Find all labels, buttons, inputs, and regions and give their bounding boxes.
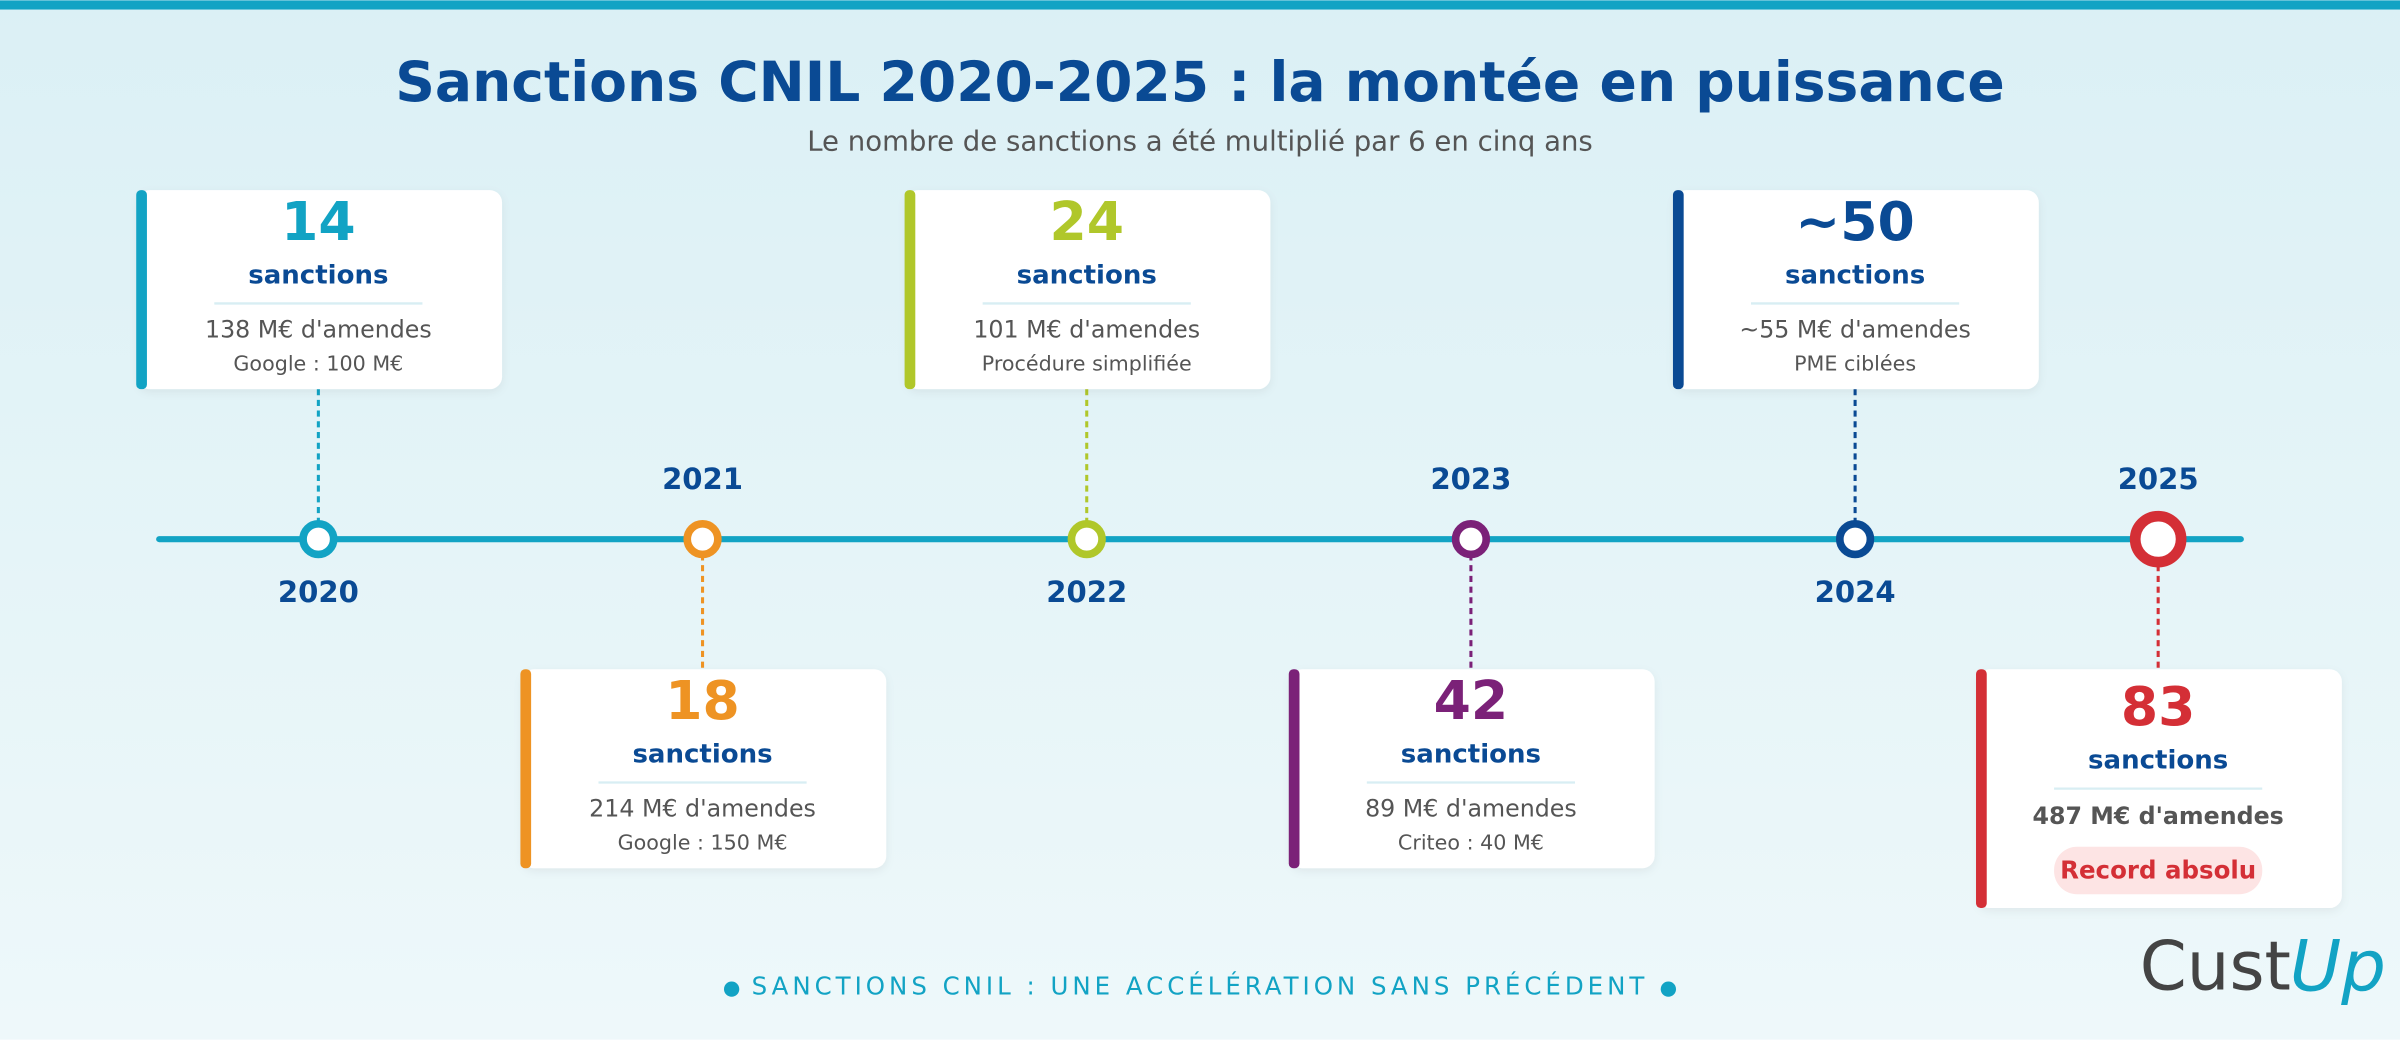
- footer: SANCTIONS CNIL : UNE ACCÉLÉRATION SANS P…: [752, 972, 1649, 1001]
- timeline-node: [1067, 520, 1106, 559]
- note: Procédure simplifiée: [982, 352, 1192, 376]
- footer-dot: [1660, 981, 1677, 997]
- badge-text: Record absolu: [2060, 855, 2256, 884]
- timeline-node: [299, 520, 338, 559]
- card-accent: [136, 190, 147, 390]
- card: [137, 190, 503, 390]
- card: [521, 669, 887, 869]
- top-bar: [0, 0, 2400, 10]
- logo-part1: Cust: [2140, 926, 2291, 1005]
- card-accent: [1288, 669, 1300, 869]
- card-accent: [904, 190, 916, 390]
- card-accent: [520, 669, 532, 869]
- year-label: 2023: [1430, 462, 1511, 496]
- amount: 214 M€ d'amendes: [589, 795, 816, 823]
- unit: sanctions: [248, 260, 388, 290]
- year-label: 2025: [2118, 462, 2199, 496]
- note: Criteo : 40 M€: [1398, 831, 1544, 855]
- count: 18: [665, 669, 740, 732]
- year-label: 2021: [662, 462, 743, 496]
- timeline-node: [2129, 510, 2187, 568]
- card: [906, 190, 1271, 390]
- count: ~50: [1795, 190, 1914, 253]
- count: 42: [1434, 669, 1509, 732]
- card-accent: [1976, 669, 1987, 909]
- amount: 89 M€ d'amendes: [1365, 795, 1577, 823]
- count: 24: [1049, 190, 1124, 253]
- unit: sanctions: [1401, 739, 1541, 769]
- amount: 101 M€ d'amendes: [973, 315, 1200, 343]
- subtitle: Le nombre de sanctions a été multiplié p…: [807, 126, 1593, 158]
- unit: sanctions: [632, 739, 772, 769]
- card: [1674, 190, 2039, 390]
- note: PME ciblées: [1794, 352, 1916, 376]
- year-label: 2020: [278, 575, 359, 609]
- unit: sanctions: [1785, 260, 1925, 290]
- amount: 138 M€ d'amendes: [205, 315, 432, 343]
- note: Google : 100 M€: [233, 352, 403, 376]
- year-label: 2024: [1815, 575, 1896, 609]
- amount: ~55 M€ d'amendes: [1739, 315, 1971, 343]
- card: [1290, 669, 1655, 869]
- title: Sanctions CNIL 2020-2025 : la montée en …: [395, 50, 2005, 114]
- note: Google : 150 M€: [618, 831, 788, 855]
- year-label: 2022: [1046, 575, 1127, 609]
- unit: sanctions: [1017, 260, 1157, 290]
- count: 14: [281, 190, 356, 253]
- badge: [2054, 846, 2263, 895]
- timeline-node: [683, 520, 722, 559]
- footer-dot: [723, 981, 740, 997]
- card-accent: [1672, 190, 1684, 390]
- logo-part2: Up: [2290, 925, 2386, 1007]
- timeline-node: [1451, 520, 1491, 559]
- unit: sanctions: [2088, 746, 2228, 776]
- timeline-node: [1835, 520, 1875, 559]
- amount: 487 M€ d'amendes: [2033, 802, 2284, 830]
- count: 83: [2121, 675, 2196, 738]
